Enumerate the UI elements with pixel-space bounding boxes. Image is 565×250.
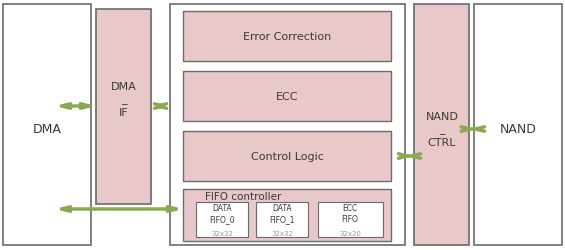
Bar: [183, 189, 391, 241]
Text: NAND: NAND: [499, 123, 536, 136]
Bar: [256, 202, 308, 237]
Text: DATA
FIFO_0: DATA FIFO_0: [209, 203, 235, 223]
Text: NAND
_
CTRL: NAND _ CTRL: [425, 112, 458, 147]
Bar: [3, 5, 91, 245]
Text: Error Correction: Error Correction: [243, 32, 331, 42]
Text: DATA
FIFO_1: DATA FIFO_1: [270, 203, 295, 223]
Bar: [474, 5, 562, 245]
Bar: [183, 72, 391, 122]
Text: 32x20: 32x20: [339, 230, 361, 236]
Bar: [414, 5, 469, 245]
Text: DMA: DMA: [33, 123, 62, 136]
Text: 32x32: 32x32: [211, 230, 233, 236]
Text: 32x32: 32x32: [271, 230, 293, 236]
Text: Control Logic: Control Logic: [250, 152, 323, 161]
Text: FIFO controller: FIFO controller: [205, 191, 281, 201]
Bar: [183, 132, 391, 181]
Bar: [96, 10, 151, 204]
Text: ECC: ECC: [276, 92, 298, 102]
Bar: [183, 12, 391, 62]
Bar: [196, 202, 248, 237]
Bar: [318, 202, 383, 237]
Text: DMA
_
IF: DMA _ IF: [111, 82, 137, 118]
Bar: [170, 5, 405, 245]
Text: ECC
FIFO: ECC FIFO: [342, 203, 358, 223]
